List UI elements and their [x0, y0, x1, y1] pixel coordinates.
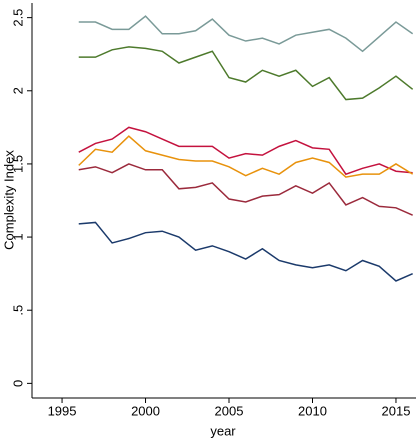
x-tick-label: 2010 — [298, 403, 327, 418]
series-line — [78, 135, 414, 178]
y-tick-label: 0 — [10, 380, 25, 387]
y-tick-label: 2 — [10, 87, 25, 94]
y-axis-title: Complexity Index — [1, 150, 16, 250]
series-line — [78, 15, 414, 53]
series-line — [78, 126, 413, 176]
x-tick-label: 1995 — [48, 403, 77, 418]
x-tick-label: 2000 — [131, 403, 160, 418]
y-tick-label: 1.5 — [10, 155, 25, 173]
y-tick-label: .5 — [10, 305, 25, 316]
y-tick-label: 2.5 — [10, 9, 25, 27]
series-line — [78, 221, 413, 282]
x-axis-title: year — [210, 423, 236, 438]
series-line — [78, 46, 414, 101]
series-line — [78, 163, 413, 216]
y-tick-label: 1 — [10, 233, 25, 240]
x-tick-label: 2015 — [382, 403, 411, 418]
x-tick-label: 2005 — [215, 403, 244, 418]
